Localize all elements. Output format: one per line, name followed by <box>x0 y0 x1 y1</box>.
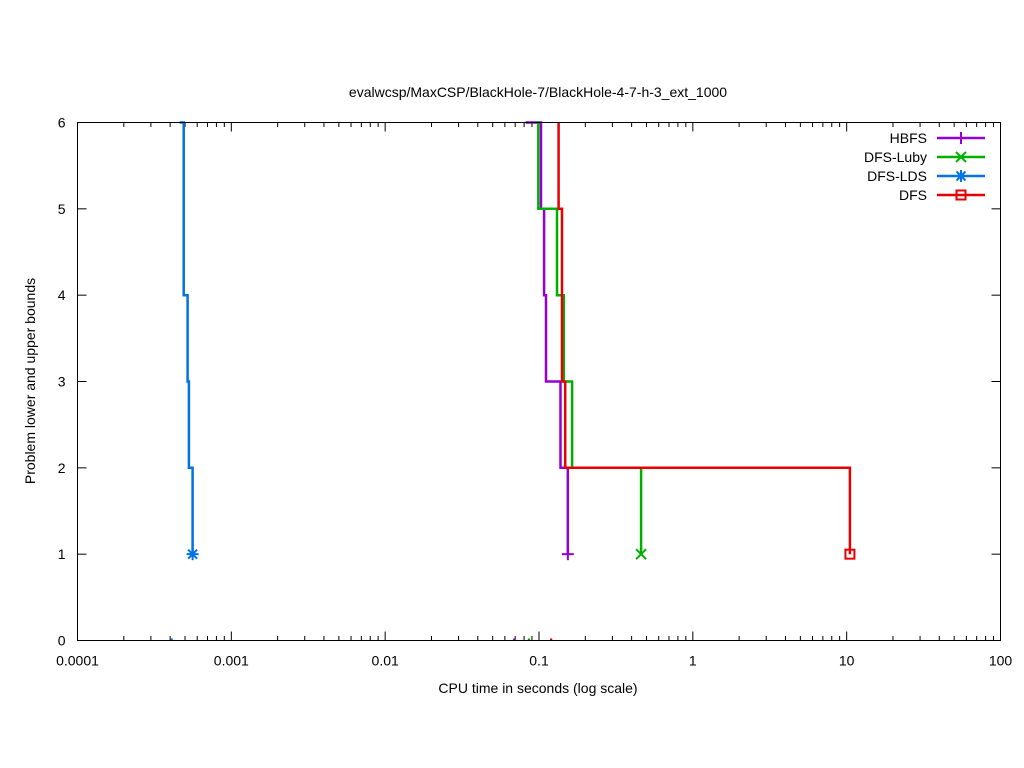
series-dfs-lds <box>170 121 199 641</box>
legend-label: DFS <box>899 187 927 203</box>
series-line <box>557 122 852 555</box>
y-tick-label: 0 <box>58 633 66 649</box>
series-end-marker <box>186 548 199 561</box>
legend-label: HBFS <box>890 130 927 146</box>
legend-label: DFS-LDS <box>867 168 927 184</box>
axis-ticks: 0.0001 0.001 0.01 0.1 1 10 100 0 1 2 3 4 5 6 <box>56 115 1012 669</box>
series-end-marker-stroke <box>635 548 647 560</box>
chart-title: evalwcsp/MaxCSP/BlackHole-7/BlackHole-4-… <box>349 84 727 100</box>
y-axis-label: Problem lower and upper bounds <box>22 278 38 484</box>
x-tick-label: 0.0001 <box>56 653 99 669</box>
y-tick-label: 2 <box>58 460 66 476</box>
series-line <box>179 121 194 555</box>
series-line <box>525 121 570 555</box>
legend-item: DFS-Luby <box>864 149 985 165</box>
x-tick-label: 10 <box>839 653 855 669</box>
legend-marker <box>955 132 967 144</box>
legend-marker-stroke <box>955 170 967 182</box>
x-tick-label: 100 <box>989 653 1013 669</box>
x-tick-label: 1 <box>689 653 697 669</box>
y-tick-label: 6 <box>58 115 66 131</box>
legend-marker-stroke <box>955 151 967 163</box>
x-tick-label: 0.01 <box>372 653 399 669</box>
series-hbfs <box>513 121 574 641</box>
y-tick-label: 3 <box>58 374 66 390</box>
legend-marker <box>955 170 967 182</box>
y-tick-label: 1 <box>58 546 66 562</box>
series-end-marker <box>561 548 574 561</box>
series-line <box>536 121 643 555</box>
legend-marker <box>955 189 967 201</box>
series-end-marker-stroke <box>187 548 198 560</box>
legend-marker <box>955 151 967 163</box>
series-end-marker <box>844 548 856 560</box>
plot-frame <box>77 122 1001 641</box>
y-tick-label: 4 <box>58 287 66 303</box>
legend-item: DFS-LDS <box>867 168 985 184</box>
series-end-marker-stroke <box>844 548 856 560</box>
x-tick-label: 0.1 <box>529 653 549 669</box>
x-axis-label: CPU time in seconds (log scale) <box>438 680 637 696</box>
legend-label: DFS-Luby <box>864 149 927 165</box>
legend-item: DFS <box>899 187 985 203</box>
legend-item: HBFS <box>890 130 985 146</box>
series-dfs <box>549 122 856 641</box>
series-end-marker <box>635 548 647 560</box>
plot-series <box>170 121 856 641</box>
legend-marker-stroke <box>955 189 967 201</box>
x-tick-label: 0.001 <box>214 653 249 669</box>
y-tick-label: 5 <box>58 201 66 217</box>
legend: HBFS DFS-Luby DFS-LDS DFS <box>864 130 985 203</box>
